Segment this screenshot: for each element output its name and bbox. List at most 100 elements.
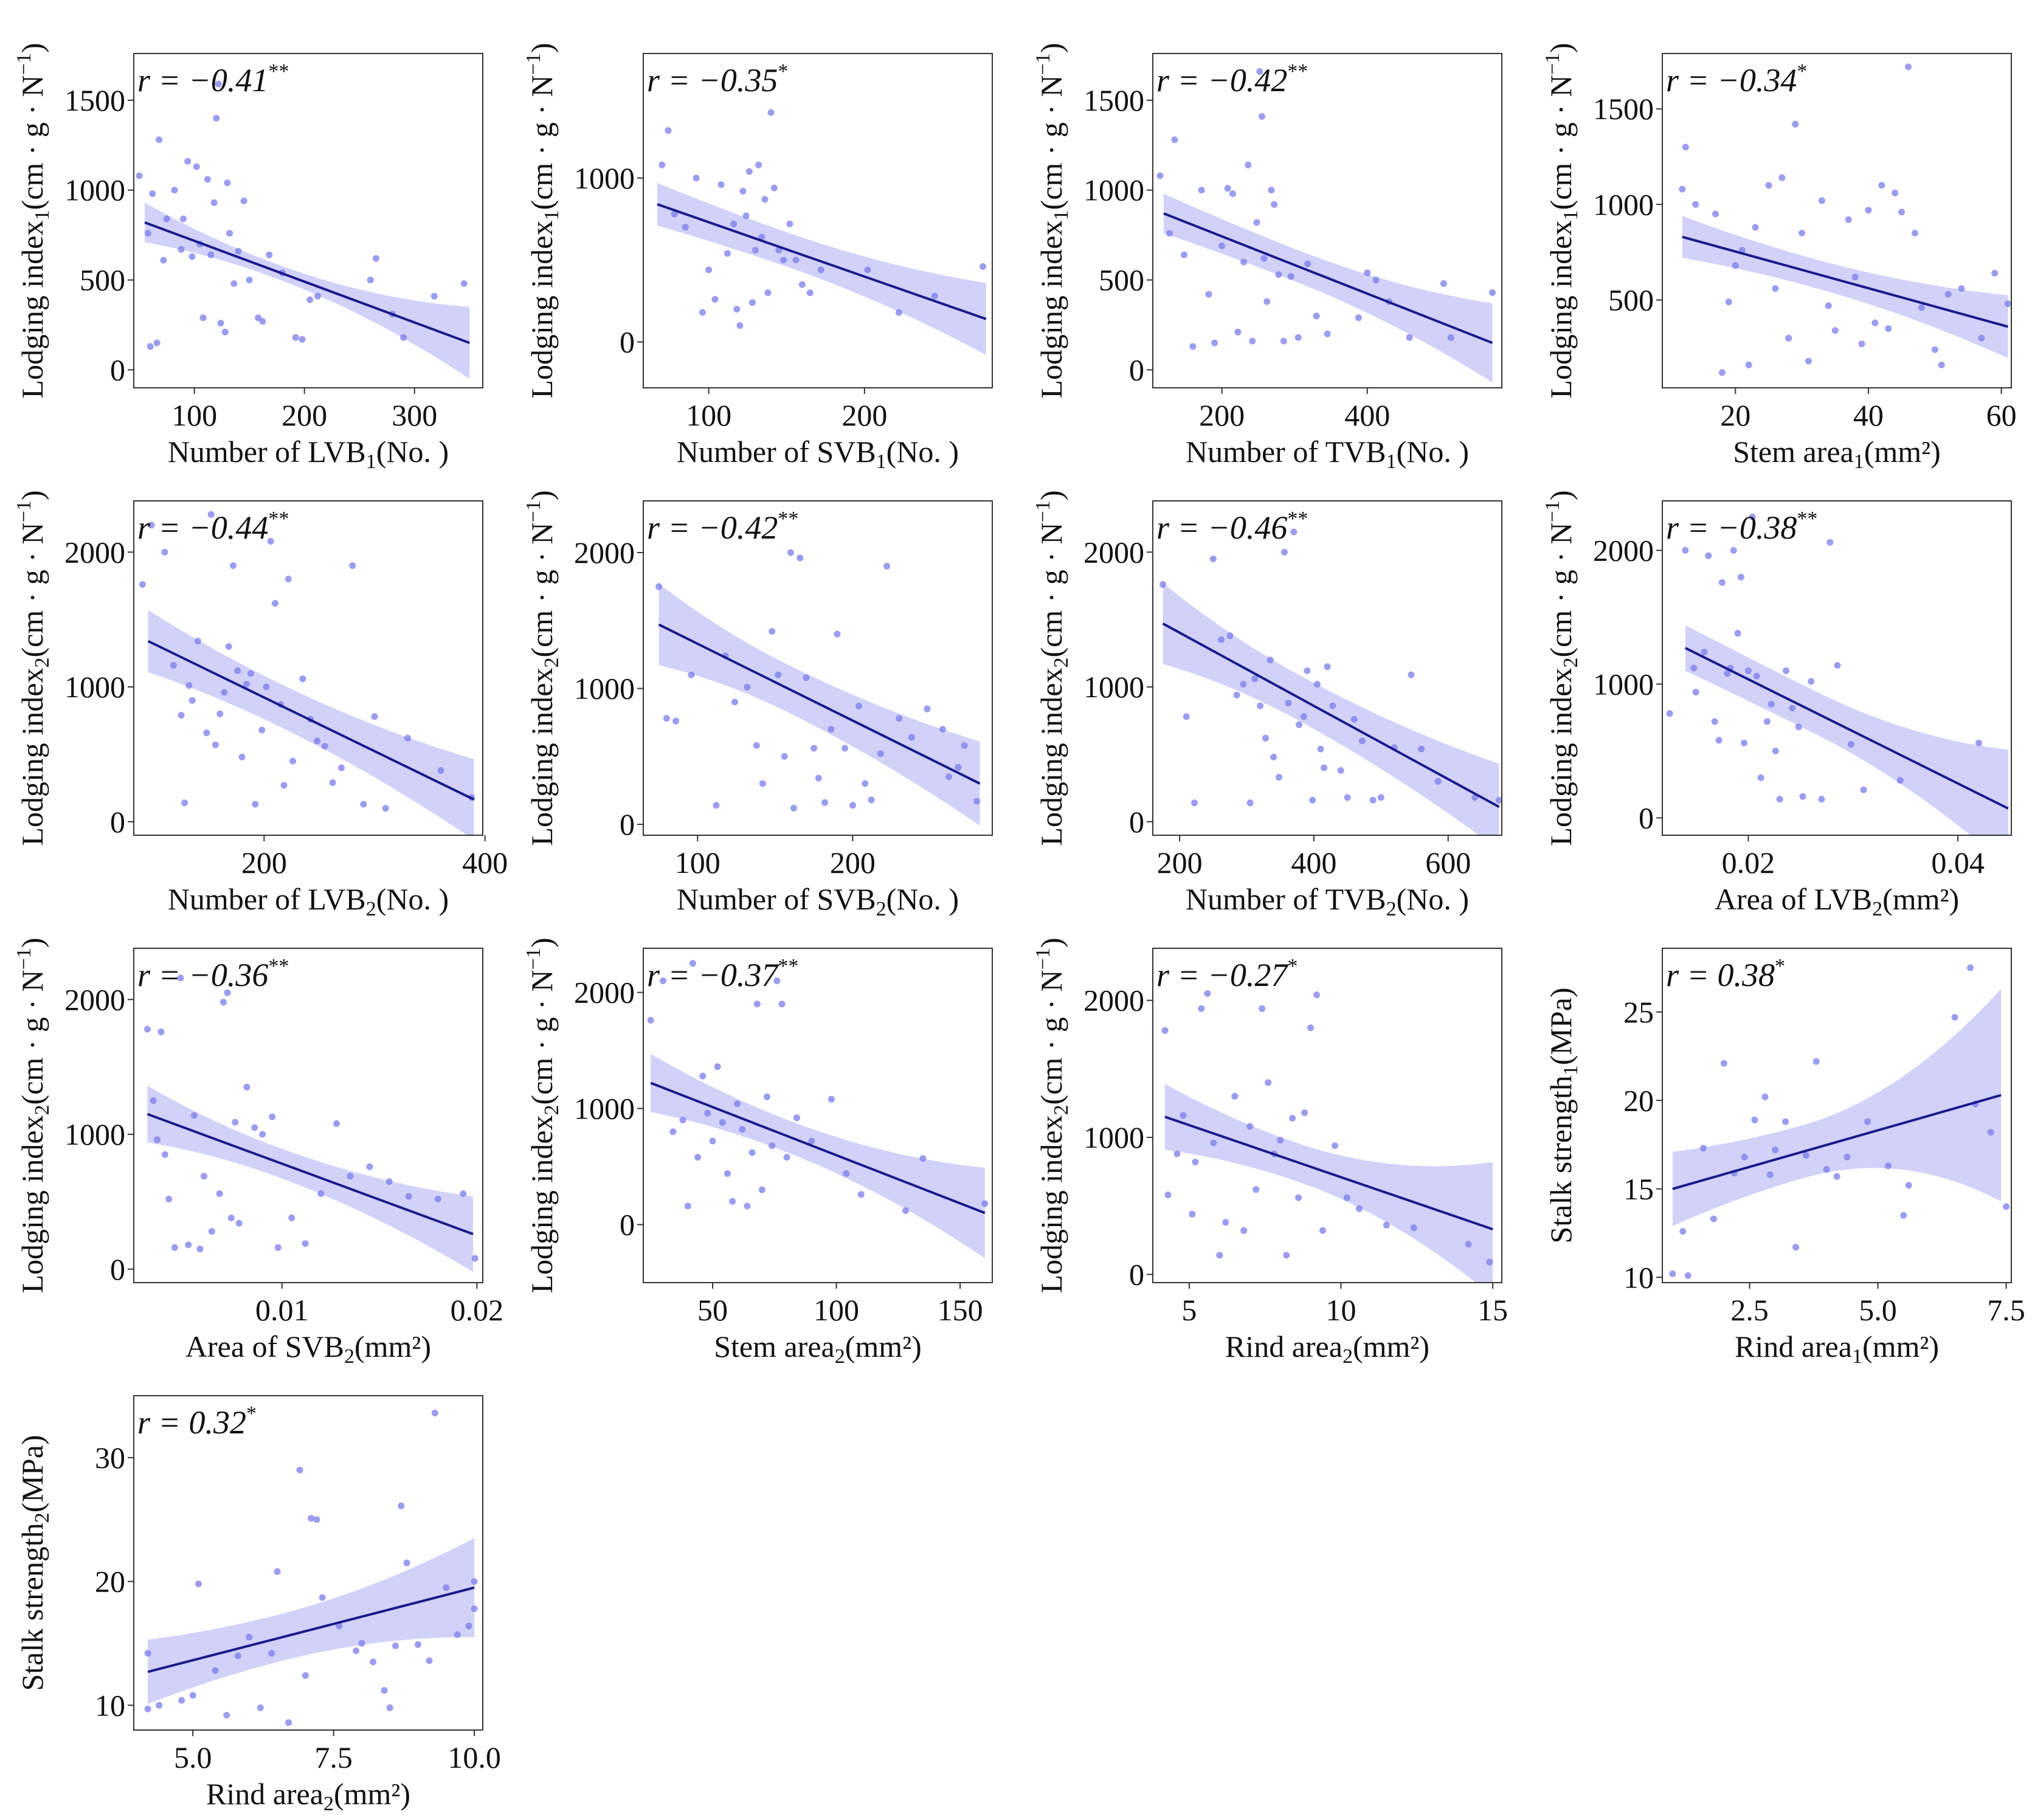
data-point	[981, 1200, 989, 1207]
data-point	[1766, 1171, 1774, 1178]
data-point	[154, 1136, 161, 1143]
data-point	[748, 299, 756, 306]
y-axis-label: Lodging index1(cm · g · N−1)	[522, 43, 563, 398]
data-point	[1845, 216, 1852, 223]
x-tick-label: 300	[392, 398, 437, 432]
y-tick-label: 2000	[1593, 533, 1654, 567]
data-point	[1682, 546, 1689, 554]
data-point	[1931, 346, 1938, 353]
x-axis-label: Number of SVB2(No. )	[677, 882, 959, 920]
data-point	[1763, 718, 1771, 725]
panel-9: 0.01 0.02 0 1000 2000 Area of SVB2(mm²) Lodgin…	[13, 937, 503, 1368]
data-point	[786, 220, 793, 227]
data-point	[314, 292, 321, 300]
data-point	[1741, 739, 1747, 746]
x-axis-label: Number of LVB2(No. )	[168, 882, 449, 920]
x-tick-label: 100	[814, 1293, 859, 1327]
data-point	[1159, 581, 1167, 588]
data-point	[1313, 312, 1320, 320]
data-point	[170, 662, 177, 669]
data-point	[1761, 1093, 1769, 1100]
data-point	[877, 750, 884, 757]
y-axis-label: Stalk strength1(MPa)	[1544, 987, 1582, 1243]
data-point	[385, 1178, 393, 1185]
x-axis-label: Area of LVB2(mm²)	[1715, 882, 1959, 920]
confidence-band	[1682, 216, 2008, 359]
data-point	[178, 712, 185, 719]
y-axis-label: Lodging index1(cm · g · N−1)	[1541, 43, 1582, 398]
y-axis-label: Lodging index2(cm · g · N−1)	[1032, 490, 1073, 846]
x-tick-label: 10	[1325, 1293, 1356, 1327]
x-tick-label: 200	[241, 846, 287, 880]
data-point	[145, 230, 151, 237]
data-point	[333, 1120, 340, 1127]
data-point	[778, 1001, 786, 1008]
y-axis-label: Lodging index1(cm · g · N−1)	[13, 43, 54, 398]
data-point	[1324, 663, 1331, 670]
data-point	[834, 630, 841, 638]
y-axis-label: Lodging index2(cm · g · N−1)	[1541, 490, 1582, 846]
data-point	[1355, 1205, 1363, 1212]
data-point	[744, 683, 751, 691]
data-point	[1772, 285, 1779, 292]
data-point	[212, 741, 219, 748]
data-point	[806, 289, 814, 297]
data-point	[1253, 219, 1260, 226]
data-point	[1350, 715, 1358, 723]
data-point	[1944, 291, 1952, 298]
y-tick-label: 1000	[574, 1092, 635, 1126]
data-point	[843, 1170, 850, 1177]
correlation-label: r = −0.35*	[647, 60, 788, 98]
regression-line	[1162, 622, 1500, 808]
data-point	[767, 109, 775, 116]
data-point	[308, 1515, 315, 1522]
y-tick-label: 0	[110, 1252, 125, 1286]
y-tick-label: 1000	[574, 161, 635, 195]
data-point	[238, 753, 246, 760]
data-point	[163, 215, 170, 222]
data-point	[896, 715, 903, 722]
data-point	[1231, 1092, 1239, 1100]
data-point	[321, 743, 328, 750]
data-point	[200, 1173, 207, 1180]
data-point	[759, 780, 766, 787]
x-tick-label: 2.5	[1730, 1293, 1769, 1327]
y-tick-label: 1000	[64, 670, 125, 704]
y-tick-label: 2000	[64, 535, 125, 569]
y-tick-label: 0	[110, 353, 125, 387]
x-tick-label: 100	[675, 846, 721, 880]
regression-line	[1672, 1094, 2002, 1190]
data-point	[230, 562, 237, 569]
data-point	[243, 1083, 251, 1091]
data-point	[931, 292, 938, 300]
data-point	[223, 1712, 230, 1719]
data-point	[289, 757, 297, 765]
data-point	[1785, 334, 1792, 342]
data-point	[1864, 1118, 1871, 1125]
data-point	[719, 1119, 726, 1126]
data-point	[434, 1196, 441, 1202]
data-point	[1825, 302, 1832, 309]
data-point	[1364, 269, 1371, 277]
data-point	[1317, 745, 1324, 753]
data-point	[1189, 1210, 1196, 1218]
panel-12: 2.5 5.0 7.5 10 15 20 25 Rind area1(mm²) Stalk st…	[1544, 948, 2025, 1368]
confidence-band	[148, 1538, 475, 1705]
data-point	[797, 554, 804, 562]
data-point	[382, 805, 389, 812]
data-point	[1712, 210, 1719, 218]
data-point	[1885, 325, 1892, 333]
panel-5: 200 400 0 1000 2000 Number of LVB2(No. ) Lodgi…	[13, 490, 508, 920]
data-point	[1209, 555, 1217, 562]
data-point	[1799, 229, 1806, 236]
data-point	[758, 233, 765, 241]
data-point	[443, 1584, 450, 1591]
data-point	[259, 1131, 266, 1138]
x-axis-label: Number of TVB1(No. )	[1186, 435, 1469, 473]
data-point	[770, 184, 778, 191]
data-point	[1715, 737, 1723, 744]
data-point	[744, 1202, 751, 1210]
data-point	[1669, 1270, 1676, 1277]
data-point	[1156, 172, 1164, 179]
data-point	[247, 670, 254, 677]
